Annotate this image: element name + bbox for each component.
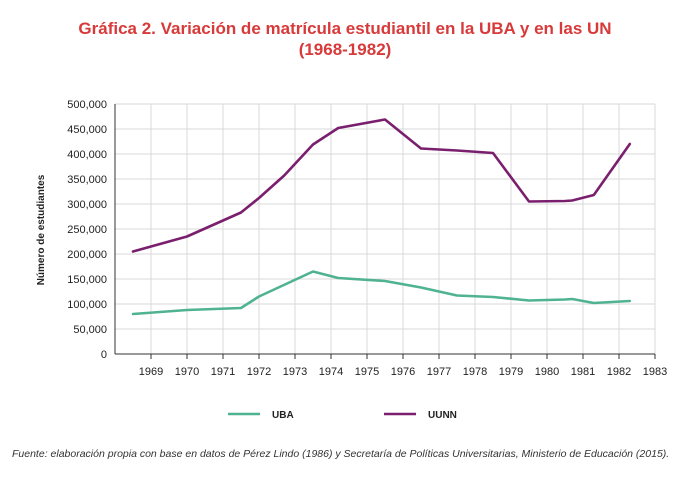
series-lines xyxy=(131,118,632,316)
x-tick-label: 1969 xyxy=(139,366,163,378)
x-tick-label: 1970 xyxy=(175,366,199,378)
y-tick-label: 150,000 xyxy=(67,274,107,286)
source-note: Fuente: elaboración propia con base en d… xyxy=(12,448,670,460)
x-tick-label: 1974 xyxy=(319,366,343,378)
x-axis-ticks: 1969 1970 1971 1972 1973 1974 1975 1976 1977 1978… xyxy=(139,366,667,378)
x-tick-label: 1972 xyxy=(247,366,271,378)
series-line-uunn xyxy=(131,118,632,253)
x-tick-label: 1977 xyxy=(427,366,451,378)
line-chart: 0 50,000 100,000 150,000 200,000 250,000 300,0… xyxy=(36,99,667,421)
y-tick-label: 400,000 xyxy=(67,149,107,161)
chart-title-line-2: (1968-1982) xyxy=(298,40,392,59)
chart-title-line-1: Gráfica 2. Variación de matrícula estudi… xyxy=(78,19,612,38)
legend-label-uunn: UUNN xyxy=(428,410,457,421)
x-tick-label: 1978 xyxy=(463,366,487,378)
x-tick-label: 1983 xyxy=(643,366,667,378)
legend-label-uba: UBA xyxy=(272,410,294,421)
axes xyxy=(114,104,655,355)
x-tick-label: 1973 xyxy=(283,366,307,378)
y-tick-label: 0 xyxy=(101,349,107,361)
x-tick-label: 1971 xyxy=(211,366,235,378)
grid xyxy=(115,103,656,359)
legend: UBA UUNN xyxy=(228,410,457,421)
series-line-uba xyxy=(131,270,632,316)
y-tick-label: 450,000 xyxy=(67,124,107,136)
x-tick-label: 1979 xyxy=(499,366,523,378)
y-axis-ticks: 0 50,000 100,000 150,000 200,000 250,000 300,0… xyxy=(67,99,107,361)
x-tick-label: 1981 xyxy=(571,366,595,378)
chart-title: Gráfica 2. Variación de matrícula estudi… xyxy=(0,18,690,60)
y-tick-label: 300,000 xyxy=(67,199,107,211)
y-axis-label: Número de estudiantes xyxy=(36,174,47,285)
y-tick-label: 100,000 xyxy=(67,299,107,311)
y-tick-label: 250,000 xyxy=(67,224,107,236)
x-tick-label: 1976 xyxy=(391,366,415,378)
y-tick-label: 50,000 xyxy=(73,324,107,336)
y-tick-label: 500,000 xyxy=(67,99,107,111)
y-tick-label: 350,000 xyxy=(67,174,107,186)
y-tick-label: 200,000 xyxy=(67,249,107,261)
x-tick-label: 1975 xyxy=(355,366,379,378)
x-tick-label: 1980 xyxy=(535,366,559,378)
x-tick-label: 1982 xyxy=(607,366,631,378)
